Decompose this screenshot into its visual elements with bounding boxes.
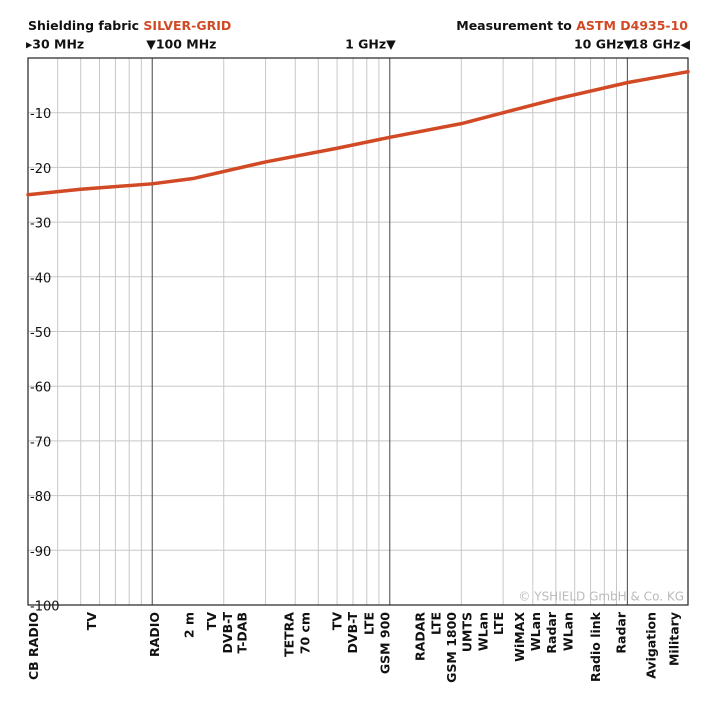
title-product: SILVER-GRID bbox=[143, 18, 231, 33]
band-label: LTE bbox=[491, 612, 506, 635]
band-label: TV bbox=[84, 612, 99, 631]
chart-title: Shielding fabric SILVER-GRID bbox=[28, 18, 231, 33]
y-tick-label: -80 bbox=[30, 490, 51, 505]
band-label: Radio link bbox=[588, 611, 603, 682]
title-prefix: Shielding fabric bbox=[28, 18, 143, 33]
band-label: Radar bbox=[544, 611, 559, 653]
band-label: LTE bbox=[361, 612, 376, 635]
band-label: Military bbox=[667, 612, 682, 666]
band-label: DVB-T bbox=[345, 612, 360, 654]
y-tick-label: -70 bbox=[30, 435, 51, 450]
band-label: 2 m bbox=[181, 612, 196, 638]
x-tick-label: 1 GHz▼ bbox=[345, 37, 396, 52]
y-tick-label: -50 bbox=[30, 326, 51, 341]
x-tick-label: 18 GHz◀ bbox=[631, 37, 691, 52]
band-label: T-DAB bbox=[234, 612, 249, 653]
band-label: WLan bbox=[560, 612, 575, 651]
band-label: WLan bbox=[528, 612, 543, 651]
chart-subtitle: Measurement to ASTM D4935-10 bbox=[456, 18, 688, 33]
subtitle-prefix: Measurement to bbox=[456, 18, 576, 33]
band-label: UMTS bbox=[459, 612, 474, 652]
band-label: CB RADIO bbox=[26, 612, 41, 680]
band-label: DVB-T bbox=[220, 612, 235, 654]
x-tick-label: ▼100 MHz bbox=[146, 37, 216, 52]
x-tick-label: ▸30 MHz bbox=[26, 37, 84, 52]
y-tick-label: -60 bbox=[30, 381, 51, 396]
band-label: RADAR bbox=[412, 612, 427, 661]
x-tick-label: 10 GHz▼ bbox=[574, 37, 634, 52]
y-tick-label: -10 bbox=[30, 107, 51, 122]
series-line bbox=[26, 69, 690, 197]
y-tick-label: -90 bbox=[30, 545, 51, 560]
band-label: GSM 900 bbox=[377, 612, 392, 674]
y-tick-label: -30 bbox=[30, 217, 51, 232]
y-tick-label: -40 bbox=[30, 271, 51, 286]
subtitle-standard: ASTM D4935-10 bbox=[576, 18, 688, 33]
band-label: LTE bbox=[428, 612, 443, 635]
band-label: TV bbox=[329, 612, 344, 631]
band-label: WLan bbox=[475, 612, 490, 651]
y-tick-label: -100 bbox=[30, 600, 60, 615]
copyright: © YSHIELD GmbH & Co. KG bbox=[518, 590, 684, 604]
band-label: TV bbox=[204, 612, 219, 631]
band-label: Radar bbox=[613, 611, 628, 653]
band-label: RADIO bbox=[147, 612, 162, 657]
y-tick-label: -20 bbox=[30, 162, 51, 177]
band-label: GSM 1800 bbox=[444, 612, 459, 683]
band-label: TETRA bbox=[281, 612, 296, 657]
plot-frame bbox=[27, 57, 689, 606]
band-label: Avigation bbox=[644, 612, 659, 679]
band-label: WiMAX bbox=[512, 612, 527, 662]
band-label: 70 cm bbox=[297, 612, 312, 654]
